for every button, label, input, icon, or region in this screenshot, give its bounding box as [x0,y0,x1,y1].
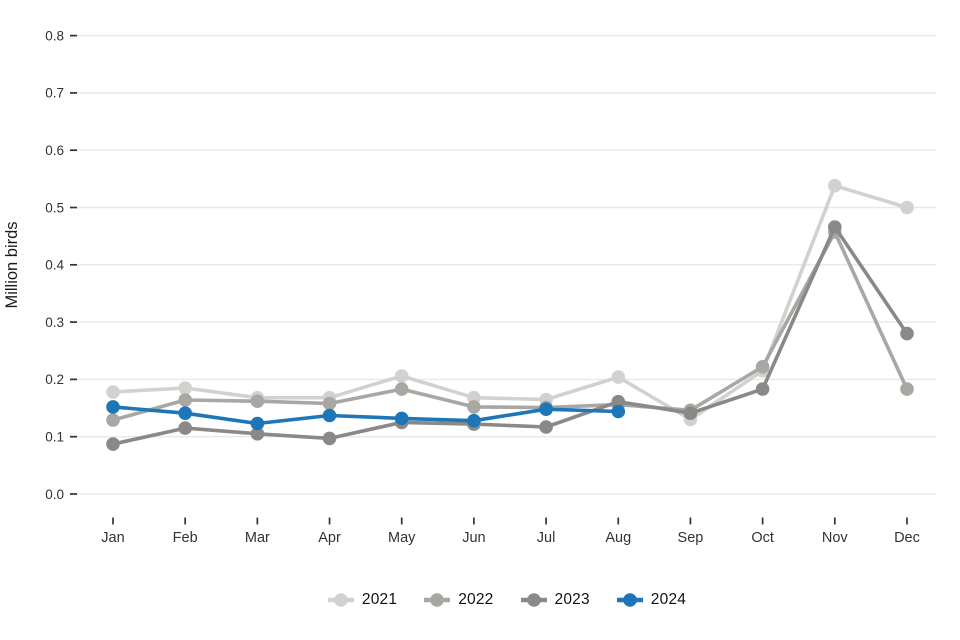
x-tick-label-Feb: Feb [173,530,198,546]
data-point-2022-Jan [106,413,120,427]
chart-legend: 2021 2022 2023 2024 [77,585,936,615]
data-point-2024-Mar [250,416,265,431]
y-tick-label-0.4: 0.4 [45,258,64,273]
data-point-2022-Oct [755,360,770,374]
data-point-2023-Jul [539,420,553,434]
data-point-2021-Jan [106,385,120,399]
data-point-2024-Aug [611,404,626,419]
data-point-2023-Sep [683,406,698,421]
x-tick-label-Sep: Sep [678,530,704,546]
y-tick-label-0.1: 0.1 [45,430,64,445]
legend-label-2022: 2022 [458,591,494,608]
series-line-2023 [111,225,909,446]
data-point-2023-Mar [250,427,265,441]
y-tick-label-0.7: 0.7 [45,86,64,101]
x-tick-label-Nov: Nov [822,530,849,546]
data-point-2022-Apr [322,396,337,411]
y-tick-label-0.2: 0.2 [45,372,64,387]
legend-key-dot-2022 [430,593,445,607]
data-point-2024-Feb [178,406,192,421]
data-point-2024-Jul [539,402,553,417]
data-point-2022-May [394,382,409,396]
legend-item-2021: 2021 [327,591,397,609]
legend-key-2023 [520,593,547,607]
series-line-2022 [111,230,909,422]
x-tick-label-Jul: Jul [537,530,556,546]
gridlines-layer [77,34,936,495]
y-tick-label-0.3: 0.3 [45,315,64,330]
data-point-2024-Apr [322,408,337,423]
data-point-2023-Dec [900,326,914,341]
data-point-2023-Oct [755,382,770,396]
legend-key-2024 [616,593,643,607]
data-point-2023-Aug [611,394,626,409]
legend-item-2024: 2024 [616,591,686,609]
data-point-2023-Nov [828,220,842,234]
series-line-2024 [111,405,621,426]
y-tick-label-0.8: 0.8 [45,28,64,43]
data-point-2021-Dec [900,200,914,215]
legend-label-2024: 2024 [650,591,687,608]
x-tick-label-Jan: Jan [101,530,124,546]
data-point-2021-May [394,369,409,383]
x-tick-label-Mar: Mar [245,530,270,546]
data-point-2022-Dec [900,382,914,396]
legend-label-2021: 2021 [361,591,398,608]
x-tick-label-Aug: Aug [605,530,631,546]
data-point-2023-Jan [106,437,120,451]
x-tick-label-Apr: Apr [318,530,341,546]
legend-key-dot-2023 [526,593,541,607]
x-tick-label-Dec: Dec [894,530,920,546]
legend-item-2023: 2023 [520,591,590,609]
legend-key-dot-2021 [334,593,348,607]
data-point-2024-May [394,411,409,426]
x-tick-label-Jun: Jun [462,530,485,546]
data-point-2023-Apr [322,431,337,446]
data-point-2021-Aug [611,370,626,384]
y-axis-title: Million birds [3,221,21,308]
x-tick-label-Oct: Oct [751,530,774,546]
series-layer [106,178,914,451]
axes-layer: 0.0 0.1 0.2 0.3 0.4 0.5 0.6 0.7 0.8 Jan Feb Mar Apr M… [45,28,920,546]
legend-item-2022: 2022 [423,591,493,609]
data-point-2023-Feb [178,421,192,435]
legend-key-2021 [327,593,354,607]
y-tick-label-0.6: 0.6 [45,143,64,158]
y-tick-label-0.0: 0.0 [45,487,64,502]
legend-key-dot-2024 [622,593,637,607]
y-tick-label-0.5: 0.5 [45,200,64,215]
legend-label-2023: 2023 [554,591,590,608]
legend-key-2022 [424,593,451,607]
data-point-2024-Jun [467,413,481,428]
data-point-2022-Jun [467,400,481,414]
data-point-2022-Mar [250,394,265,409]
data-point-2021-Nov [828,178,842,193]
data-point-2022-Feb [178,393,192,407]
x-tick-label-May: May [388,530,416,546]
series-line-2021 [111,183,909,422]
data-point-2024-Jan [106,400,120,414]
data-point-2021-Feb [178,381,192,395]
